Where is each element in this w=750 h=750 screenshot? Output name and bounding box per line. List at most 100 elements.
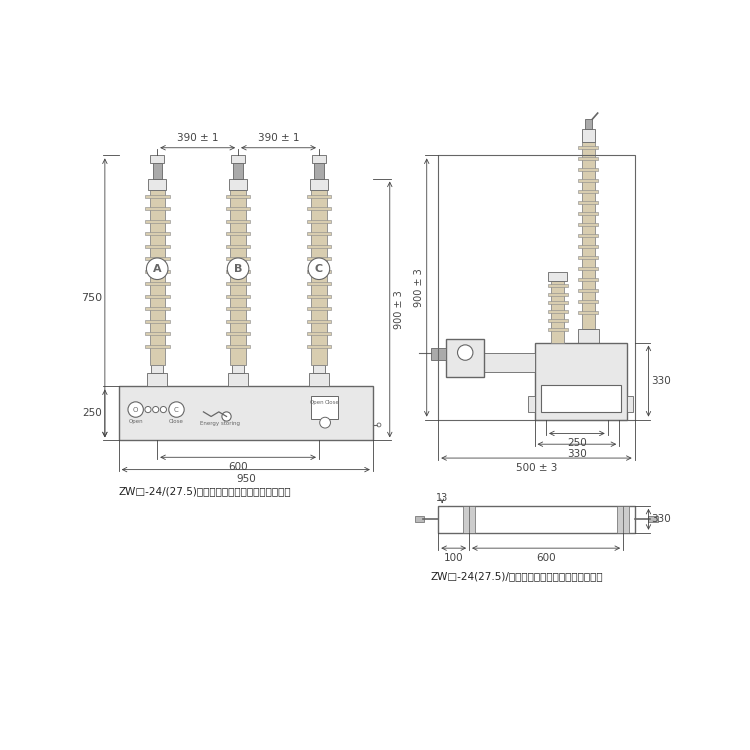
Text: 100: 100 <box>444 553 464 562</box>
Bar <box>548 302 568 304</box>
Bar <box>582 142 595 328</box>
Bar <box>438 155 634 419</box>
Bar <box>627 397 633 412</box>
Bar <box>233 164 243 178</box>
Text: 600: 600 <box>228 462 248 472</box>
Text: ZW□-24(27.5)/型户外高压真空断路器安装尺寸图: ZW□-24(27.5)/型户外高压真空断路器安装尺寸图 <box>430 572 603 581</box>
Bar <box>578 223 598 226</box>
Circle shape <box>308 258 330 280</box>
Circle shape <box>160 406 166 412</box>
Bar <box>578 289 598 292</box>
Bar <box>578 201 598 204</box>
Bar <box>231 155 245 164</box>
Bar <box>145 308 170 310</box>
Bar <box>145 320 170 322</box>
Bar <box>226 282 251 285</box>
Text: Open: Open <box>128 419 143 424</box>
Bar <box>307 282 332 285</box>
Bar <box>226 244 251 248</box>
Bar <box>535 343 627 419</box>
Bar <box>311 190 327 365</box>
Bar <box>226 207 251 210</box>
Bar <box>307 244 332 248</box>
Bar <box>307 270 332 273</box>
Circle shape <box>145 406 151 412</box>
Bar <box>226 308 251 310</box>
Bar <box>578 158 598 160</box>
Text: C: C <box>315 264 323 274</box>
Circle shape <box>320 417 331 428</box>
Bar <box>145 344 170 348</box>
Text: Close: Close <box>169 419 184 424</box>
Bar <box>312 155 326 164</box>
Text: 13: 13 <box>436 494 448 503</box>
Circle shape <box>146 258 168 280</box>
Text: 330: 330 <box>652 376 671 386</box>
Bar <box>226 332 251 335</box>
Bar <box>548 272 567 281</box>
Bar <box>230 190 246 365</box>
Bar <box>226 320 251 322</box>
Bar <box>578 328 599 343</box>
Bar <box>578 278 598 281</box>
Bar <box>548 319 568 322</box>
Bar <box>145 232 170 236</box>
Bar <box>578 310 598 314</box>
Bar <box>313 365 325 373</box>
Bar <box>548 292 568 296</box>
Text: 900 ± 3: 900 ± 3 <box>394 290 404 328</box>
Text: A: A <box>153 264 161 274</box>
Bar <box>578 300 598 303</box>
Bar <box>617 506 629 532</box>
Bar <box>578 245 598 248</box>
Bar <box>311 396 338 418</box>
Bar <box>150 155 164 164</box>
Text: ZW□-24/(27.5)型户外高压真空断路器外形尺寸图: ZW□-24/(27.5)型户外高压真空断路器外形尺寸图 <box>118 487 291 496</box>
Bar <box>229 178 248 190</box>
Bar <box>307 257 332 260</box>
Bar <box>145 244 170 248</box>
Bar <box>578 146 598 149</box>
Text: 500 ± 3: 500 ± 3 <box>516 463 557 472</box>
Bar <box>307 308 332 310</box>
Circle shape <box>152 406 159 412</box>
Bar <box>578 256 598 259</box>
Bar <box>307 332 332 335</box>
Circle shape <box>128 402 143 417</box>
Text: 600: 600 <box>536 553 556 562</box>
Bar <box>118 386 373 440</box>
Text: C: C <box>174 406 178 412</box>
Bar <box>147 373 167 386</box>
Bar <box>578 234 598 237</box>
Text: Close: Close <box>325 400 340 405</box>
Bar <box>307 344 332 348</box>
Bar <box>307 295 332 298</box>
Bar <box>148 178 166 190</box>
Circle shape <box>222 412 231 421</box>
Bar <box>309 373 329 386</box>
Bar <box>430 348 446 359</box>
Text: Energy storing: Energy storing <box>200 421 239 426</box>
Bar <box>416 516 424 522</box>
Bar <box>145 295 170 298</box>
Bar <box>307 232 332 236</box>
Circle shape <box>458 345 473 360</box>
Text: 330: 330 <box>652 514 671 524</box>
Bar <box>578 190 598 194</box>
Circle shape <box>227 258 249 280</box>
Bar <box>151 365 164 373</box>
Bar <box>226 232 251 236</box>
Text: 390 ± 1: 390 ± 1 <box>177 134 218 143</box>
Text: 950: 950 <box>236 474 256 484</box>
Text: 900 ± 3: 900 ± 3 <box>414 268 424 307</box>
Bar <box>307 320 332 322</box>
Bar <box>649 516 658 522</box>
Text: 250: 250 <box>82 409 102 419</box>
Bar <box>584 119 592 128</box>
Bar <box>226 220 251 223</box>
Bar <box>145 257 170 260</box>
Bar <box>578 168 598 171</box>
Bar <box>578 212 598 215</box>
Bar <box>149 190 165 365</box>
Bar <box>463 506 476 532</box>
